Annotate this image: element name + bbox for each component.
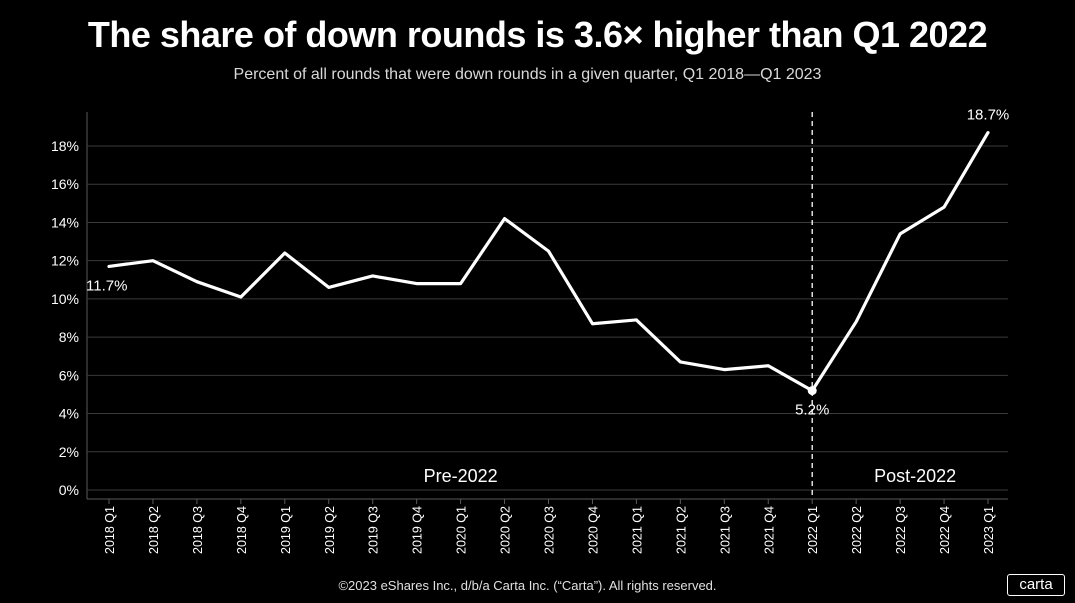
- y-tick-label: 0%: [59, 482, 79, 498]
- y-tick-label: 4%: [59, 406, 79, 422]
- x-tick-label: 2019 Q2: [323, 506, 337, 554]
- data-label: 5.2%: [795, 402, 829, 419]
- region-label: Post-2022: [874, 466, 956, 486]
- x-tick-label: 2020 Q4: [586, 506, 600, 554]
- x-tick-label: 2022 Q2: [850, 506, 864, 554]
- highlight-point: [807, 386, 817, 396]
- y-tick-label: 2%: [59, 444, 79, 460]
- series-line: [107, 131, 990, 393]
- gridlines: [86, 112, 1008, 500]
- x-tick-label: 2021 Q2: [674, 506, 688, 554]
- copyright-footer: ©2023 eShares Inc., d/b/a Carta Inc. (“C…: [338, 578, 717, 593]
- x-tick-label: 2022 Q4: [938, 506, 952, 554]
- x-tick-label: 2021 Q3: [718, 506, 732, 554]
- region-label: Pre-2022: [424, 466, 498, 486]
- y-tick-label: 10%: [51, 291, 79, 307]
- x-tick-label: 2023 Q1: [982, 506, 996, 554]
- x-tick-label: 2022 Q1: [806, 506, 820, 554]
- y-tick-label: 12%: [51, 253, 79, 269]
- annotations: 11.7% 5.2% 18.7%: [86, 107, 1009, 419]
- carta-logo: carta: [1007, 574, 1065, 596]
- data-label: 18.7%: [967, 107, 1010, 124]
- x-tick-label: 2018 Q1: [103, 506, 117, 554]
- x-tick-label: 2021 Q4: [762, 506, 776, 554]
- x-tick-label: 2019 Q1: [279, 506, 293, 554]
- x-tick-label: 2020 Q1: [455, 506, 469, 554]
- x-axis: 2018 Q1 2018 Q2 2018 Q3 2018 Q4 2019 Q1 2019 …: [103, 499, 996, 554]
- region-labels: Pre-2022 Post-2022: [424, 466, 957, 486]
- y-tick-label: 16%: [51, 176, 79, 192]
- x-tick-label: 2019 Q3: [367, 506, 381, 554]
- chart-title: The share of down rounds is 3.6× higher …: [87, 14, 988, 55]
- chart-subtitle: Percent of all rounds that were down rou…: [233, 66, 822, 83]
- y-tick-label: 6%: [59, 367, 79, 383]
- x-tick-label: 2020 Q2: [499, 506, 513, 554]
- x-tick-label: 2018 Q3: [191, 506, 205, 554]
- data-label: 11.7%: [86, 277, 127, 294]
- x-tick-label: 2021 Q1: [630, 506, 644, 554]
- x-tick-label: 2018 Q4: [235, 506, 249, 554]
- x-tick-label: 2019 Q4: [411, 506, 425, 554]
- y-tick-label: 8%: [59, 329, 79, 345]
- x-tick-label: 2018 Q2: [147, 506, 161, 554]
- y-tick-label: 14%: [51, 214, 79, 230]
- y-tick-label: 18%: [51, 138, 79, 154]
- x-tick-label: 2020 Q3: [543, 506, 557, 554]
- x-tick-label: 2022 Q3: [894, 506, 908, 554]
- series-group: [107, 131, 990, 393]
- y-axis: 0% 2% 4% 6% 8% 10% 12% 14% 16% 18%: [51, 138, 79, 498]
